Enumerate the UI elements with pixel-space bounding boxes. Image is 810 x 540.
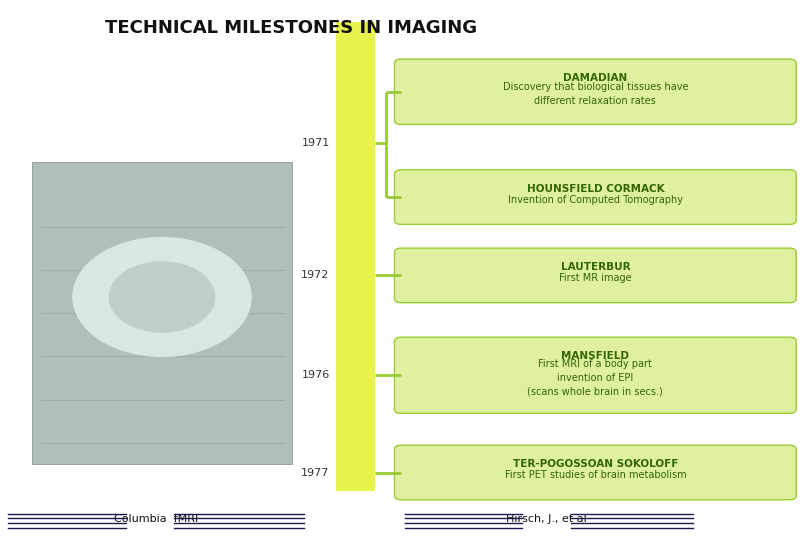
FancyBboxPatch shape bbox=[394, 248, 796, 302]
FancyBboxPatch shape bbox=[394, 59, 796, 125]
Bar bbox=[336, 22, 375, 491]
Text: First PET studies of brain metabolism: First PET studies of brain metabolism bbox=[505, 470, 686, 480]
Text: Invention of Computed Tomography: Invention of Computed Tomography bbox=[508, 195, 683, 205]
Text: 1977: 1977 bbox=[301, 468, 330, 477]
Text: Discovery that biological tissues have
different relaxation rates: Discovery that biological tissues have d… bbox=[502, 83, 688, 106]
Text: 1971: 1971 bbox=[301, 138, 330, 148]
Text: 1972: 1972 bbox=[301, 271, 330, 280]
Text: DAMADIAN: DAMADIAN bbox=[563, 73, 628, 83]
Text: MANSFIELD: MANSFIELD bbox=[561, 352, 629, 361]
Text: Hirsch, J., et al: Hirsch, J., et al bbox=[506, 515, 587, 524]
Text: LAUTERBUR: LAUTERBUR bbox=[561, 262, 630, 272]
Bar bbox=[32, 162, 292, 464]
Text: First MR image: First MR image bbox=[559, 273, 632, 283]
Circle shape bbox=[73, 238, 251, 356]
FancyBboxPatch shape bbox=[394, 445, 796, 500]
FancyBboxPatch shape bbox=[394, 337, 796, 414]
Text: HOUNSFIELD CORMACK: HOUNSFIELD CORMACK bbox=[526, 184, 664, 194]
Text: Columbia  fMRI: Columbia fMRI bbox=[114, 515, 198, 524]
Text: TER-POGOSSOAN SOKOLOFF: TER-POGOSSOAN SOKOLOFF bbox=[513, 459, 678, 469]
Text: TECHNICAL MILESTONES IN IMAGING: TECHNICAL MILESTONES IN IMAGING bbox=[105, 19, 477, 37]
Circle shape bbox=[109, 262, 215, 332]
Text: 1976: 1976 bbox=[301, 370, 330, 380]
FancyBboxPatch shape bbox=[394, 170, 796, 225]
Text: First MRI of a body part
invention of EPI
(scans whole brain in secs.): First MRI of a body part invention of EP… bbox=[527, 359, 663, 397]
